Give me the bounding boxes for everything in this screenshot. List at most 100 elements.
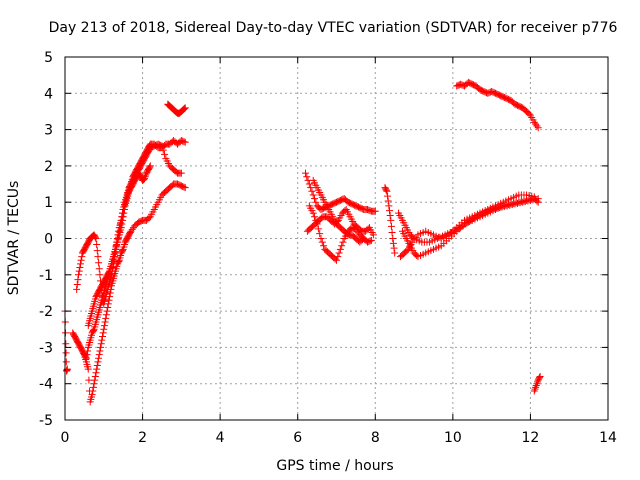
data-point bbox=[303, 173, 311, 181]
data-point bbox=[106, 293, 114, 301]
data-point bbox=[62, 358, 70, 366]
data-point bbox=[369, 231, 377, 239]
data-point bbox=[352, 225, 360, 233]
data-point bbox=[159, 146, 167, 154]
data-point bbox=[98, 336, 106, 344]
data-point bbox=[95, 259, 103, 267]
data-point bbox=[318, 238, 326, 246]
data-point bbox=[339, 238, 347, 246]
data-point bbox=[95, 354, 103, 362]
data-point bbox=[115, 257, 123, 265]
data-point bbox=[389, 239, 397, 247]
data-point bbox=[312, 198, 320, 206]
data-point bbox=[92, 369, 100, 377]
x-tick-label: 8 bbox=[371, 430, 380, 446]
data-point bbox=[309, 191, 317, 199]
y-tick-label: 0 bbox=[44, 232, 53, 248]
data-point bbox=[181, 104, 189, 112]
data-point bbox=[314, 225, 322, 233]
data-point bbox=[107, 285, 115, 293]
data-point bbox=[367, 236, 375, 244]
series-right-b bbox=[396, 191, 538, 261]
data-point bbox=[336, 245, 344, 253]
data-point bbox=[311, 195, 319, 203]
x-tick-label: 2 bbox=[138, 430, 147, 446]
data-point bbox=[117, 216, 125, 224]
data-point bbox=[113, 238, 121, 246]
data-point bbox=[534, 198, 542, 206]
y-tick-label: -5 bbox=[39, 413, 53, 429]
data-point bbox=[384, 192, 392, 200]
data-point bbox=[334, 253, 342, 261]
data-point bbox=[94, 253, 102, 261]
data-point bbox=[84, 347, 92, 355]
data-point bbox=[531, 385, 539, 393]
data-point bbox=[316, 230, 324, 238]
data-point bbox=[386, 212, 394, 220]
y-tick-label: 5 bbox=[44, 50, 53, 66]
data-point bbox=[387, 216, 395, 224]
data-point bbox=[180, 183, 188, 191]
data-point bbox=[530, 118, 538, 126]
x-tick-label: 0 bbox=[61, 430, 70, 446]
data-point bbox=[73, 285, 81, 293]
data-point bbox=[301, 169, 309, 177]
data-point bbox=[141, 173, 149, 181]
data-point bbox=[127, 227, 135, 235]
data-point bbox=[78, 253, 86, 261]
data-point bbox=[105, 268, 113, 276]
data-point bbox=[358, 236, 366, 244]
data-point bbox=[180, 138, 188, 146]
data-point bbox=[391, 249, 399, 257]
data-point bbox=[93, 362, 101, 370]
data-point bbox=[93, 365, 101, 373]
data-point bbox=[101, 318, 109, 326]
chart-title: Day 213 of 2018, Sidereal Day-to-day VTE… bbox=[49, 20, 618, 36]
grid bbox=[65, 57, 608, 420]
x-tick-label: 6 bbox=[293, 430, 302, 446]
data-point bbox=[100, 325, 108, 333]
x-axis-title: GPS time / hours bbox=[276, 458, 393, 474]
data-point bbox=[96, 347, 104, 355]
data-point bbox=[118, 213, 126, 221]
data-point bbox=[77, 260, 85, 268]
x-tick-label: 4 bbox=[216, 430, 225, 446]
data-point bbox=[371, 207, 379, 215]
data-point bbox=[89, 387, 97, 395]
data-point bbox=[532, 120, 540, 128]
data-point bbox=[308, 187, 316, 195]
data-point bbox=[180, 105, 188, 113]
data-point bbox=[119, 209, 127, 217]
data-point bbox=[62, 349, 70, 357]
data-point bbox=[309, 209, 317, 217]
series-mid-e bbox=[381, 184, 399, 257]
data-point bbox=[390, 244, 398, 252]
data-point bbox=[114, 231, 122, 239]
y-tick-label: 2 bbox=[44, 159, 53, 175]
data-point bbox=[335, 249, 343, 257]
data-point bbox=[62, 329, 70, 337]
data-points bbox=[61, 78, 544, 406]
data-point bbox=[102, 314, 110, 322]
data-point bbox=[119, 247, 127, 255]
data-point bbox=[181, 138, 189, 146]
data-point bbox=[532, 382, 540, 390]
data-point bbox=[360, 235, 368, 242]
data-point bbox=[112, 242, 120, 250]
data-point bbox=[366, 237, 374, 245]
data-point bbox=[94, 358, 102, 366]
data-point bbox=[88, 391, 96, 399]
data-point bbox=[383, 187, 391, 195]
data-point bbox=[532, 383, 540, 391]
series-mid-a bbox=[301, 169, 379, 215]
data-point bbox=[90, 380, 98, 388]
data-point bbox=[75, 267, 83, 275]
data-point bbox=[96, 271, 104, 279]
data-point bbox=[141, 175, 149, 183]
data-point bbox=[307, 184, 315, 192]
data-point bbox=[76, 264, 84, 272]
data-point bbox=[533, 380, 541, 388]
data-point bbox=[536, 372, 544, 380]
data-point bbox=[91, 233, 99, 241]
